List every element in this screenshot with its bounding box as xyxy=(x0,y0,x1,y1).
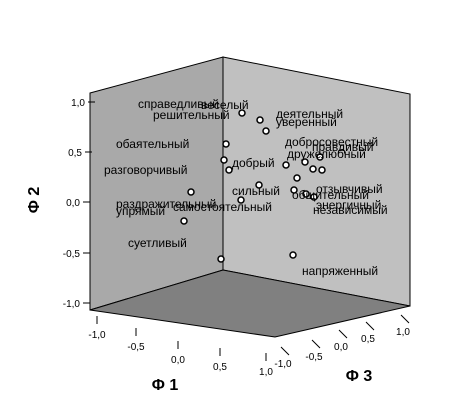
point-label: уверенный xyxy=(276,115,337,129)
y-tick-label: -0,5 xyxy=(305,352,323,363)
z-tick-label: -0,5 xyxy=(63,249,81,260)
point-label: веселый xyxy=(201,98,249,112)
data-point xyxy=(310,193,318,201)
point-label: раздражительный xyxy=(116,197,216,211)
point-label: решительный xyxy=(153,108,230,122)
point-label: независимый xyxy=(313,203,388,217)
x-axis-label: Φ 1 xyxy=(152,377,179,394)
data-point xyxy=(220,156,228,164)
point-label: добросовестный xyxy=(285,135,378,149)
x-tick-label: 0,5 xyxy=(213,362,227,373)
z-tick-label: 0,0 xyxy=(66,198,80,209)
chart-box xyxy=(89,56,411,338)
y-tick-label: -1,0 xyxy=(274,359,292,370)
data-point xyxy=(289,251,297,259)
data-point xyxy=(255,181,263,189)
point-label: отзывчивый xyxy=(316,182,383,196)
y-tick-label: 0,0 xyxy=(334,342,348,353)
point-label: самостоятельный xyxy=(173,200,272,214)
point-label: добрый xyxy=(232,156,275,170)
x-tick-label: -0,5 xyxy=(127,342,145,353)
z-tick-label: -1,0 xyxy=(63,299,81,310)
data-point xyxy=(318,166,326,174)
z-tick-label: 0,5 xyxy=(68,148,82,159)
data-point xyxy=(262,127,270,135)
x-tick-label: -1,0 xyxy=(88,330,106,341)
point-label: сильный xyxy=(232,184,280,198)
axis-ticks: 1,0 0,5 0,0 -0,5 -1,0 -1,0 -0,5 0,0 0,5 1,0 1,0 0,5… xyxy=(63,98,411,378)
left-wall xyxy=(89,56,224,311)
point-label: обаятельный xyxy=(116,137,189,151)
point-label: напряженный xyxy=(302,264,378,278)
data-point xyxy=(309,165,317,173)
point-label: правдивый xyxy=(312,140,374,154)
point-label: справедливый xyxy=(138,97,219,111)
z-tick-label: 1,0 xyxy=(71,98,85,109)
y-tick-label: 1,0 xyxy=(396,327,410,338)
data-point xyxy=(302,190,310,198)
data-point xyxy=(293,174,301,182)
data-point xyxy=(237,196,245,204)
point-label: общительный xyxy=(292,188,369,202)
y-axis-label: Φ 3 xyxy=(346,368,373,385)
z-axis-label: Φ 2 xyxy=(26,187,43,214)
point-label: суетливый xyxy=(128,236,187,250)
data-point xyxy=(290,186,298,194)
point-label: разговорчивый xyxy=(104,163,187,177)
floor xyxy=(89,269,411,338)
data-point xyxy=(238,109,246,117)
data-point xyxy=(217,255,225,263)
data-point xyxy=(225,166,233,174)
data-point xyxy=(316,153,324,161)
y-tick-label: 0,5 xyxy=(361,334,375,345)
data-point xyxy=(282,161,290,169)
x-tick-label: 1,0 xyxy=(259,367,273,378)
data-points xyxy=(180,109,326,263)
point-label: упрямый xyxy=(116,204,165,218)
point-label: дружелюбный xyxy=(287,147,366,161)
data-point xyxy=(256,116,264,124)
x-tick-label: 0,0 xyxy=(171,355,185,366)
data-point xyxy=(180,217,188,225)
data-point xyxy=(222,140,230,148)
data-point xyxy=(187,188,195,196)
point-label: энергичный xyxy=(316,198,381,212)
point-label: деятельный xyxy=(276,107,343,121)
data-point xyxy=(301,158,309,166)
